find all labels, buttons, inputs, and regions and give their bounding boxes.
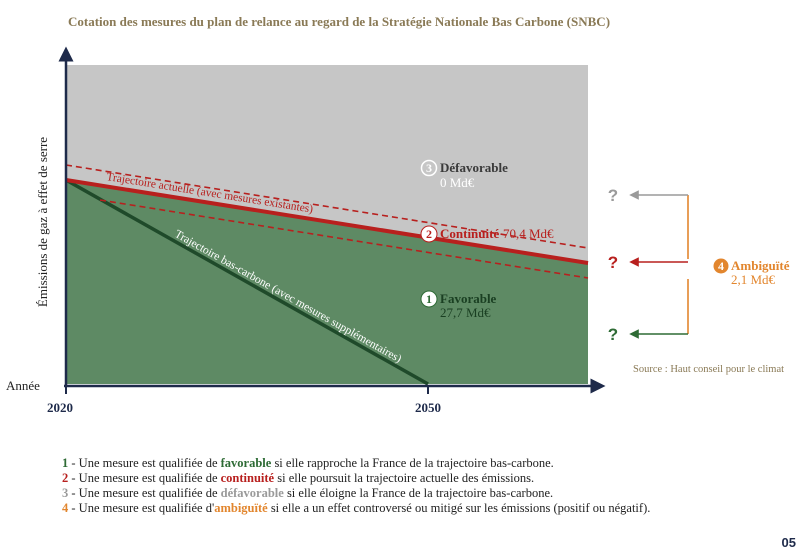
continuite-lower-bound xyxy=(99,199,589,279)
badge-3-num: 3 xyxy=(426,161,432,175)
continuite-upper-bound xyxy=(65,164,589,249)
page-number: 05 xyxy=(782,535,796,550)
defavorable-value: 0 Md€ xyxy=(440,175,475,190)
badge-1-num: 1 xyxy=(426,292,432,306)
trajectoire-actuelle-line xyxy=(65,178,589,265)
zone-continuite-annotation: 2 Continuité 70,4 Md€ xyxy=(420,225,554,243)
chart-title: Cotation des mesures du plan de relance … xyxy=(68,14,610,29)
source-note: Source : Haut conseil pour le climat xyxy=(633,364,784,375)
qmark-favorable: ? xyxy=(608,325,618,344)
trajectoire-bas-carbone-line xyxy=(65,178,429,386)
legend-line-1: 1 - Une mesure est qualifiée de favorabl… xyxy=(62,456,554,470)
y-axis-label: Émissions de gaz à effet de serre xyxy=(35,137,50,307)
badge-3 xyxy=(420,159,438,177)
favorable-zone xyxy=(66,180,588,384)
badge-2 xyxy=(420,225,438,243)
qmark-defavorable: ? xyxy=(608,186,618,205)
badge-1 xyxy=(420,290,438,308)
badge-2-num: 2 xyxy=(426,227,432,241)
legend-line-2: 2 - Une mesure est qualifiée de continui… xyxy=(62,471,534,485)
continuite-label: Continuité xyxy=(440,226,499,241)
legend-line-4: 4 - Une mesure est qualifiée d'ambiguïté… xyxy=(62,501,650,515)
ambiguite-label: Ambiguïté xyxy=(731,258,790,273)
x-tick-label-2050: 2050 xyxy=(415,400,441,415)
badge-4-num: 4 xyxy=(718,259,724,273)
continuite-value: 70,4 Md€ xyxy=(503,226,554,241)
ambiguite-bracket: ? ? ? 4 Ambiguïté 2,1 Md€ xyxy=(608,186,790,344)
qmark-continuite: ? xyxy=(608,253,618,272)
x-tick-label-2020: 2020 xyxy=(47,400,73,415)
defavorable-zone xyxy=(66,65,588,263)
zone-favorable-annotation: 1 Favorable 27,7 Md€ xyxy=(420,290,497,320)
legend-line-3: 3 - Une mesure est qualifiée de défavora… xyxy=(62,486,553,500)
x-axis-label: Année xyxy=(6,378,40,393)
badge-4 xyxy=(713,258,729,274)
legend: 1 - Une mesure est qualifiée de favorabl… xyxy=(62,456,650,515)
ambiguite-value: 2,1 Md€ xyxy=(731,272,776,287)
defavorable-label: Défavorable xyxy=(440,160,508,175)
favorable-label: Favorable xyxy=(440,291,497,306)
zone-defavorable-annotation: 3 Défavorable 0 Md€ xyxy=(420,159,508,190)
favorable-value: 27,7 Md€ xyxy=(440,305,491,320)
